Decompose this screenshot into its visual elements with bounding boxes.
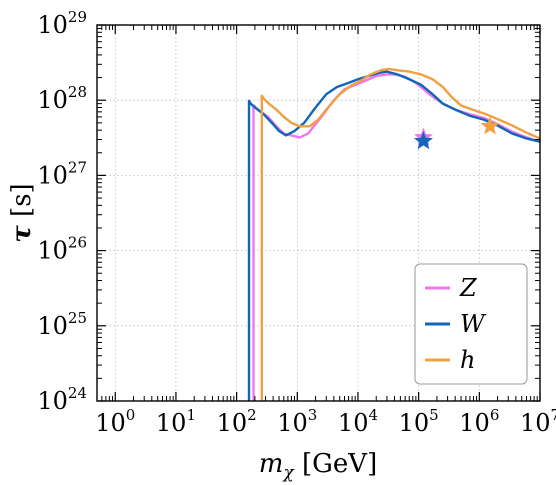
legend-box xyxy=(414,263,528,385)
legend-label-w: W xyxy=(460,310,487,338)
legend-label-h: h xyxy=(460,346,475,374)
x-tick-label: 103 xyxy=(277,406,317,437)
ticks xyxy=(96,24,541,402)
x-tick-labels: 100 101 102 103 104 105 106 107 xyxy=(95,406,556,437)
x-tick-label: 106 xyxy=(459,406,499,437)
series-layer xyxy=(247,67,541,401)
legend: ZWh xyxy=(414,263,528,385)
series-line-w xyxy=(247,70,541,401)
y-tick-label: 1025 xyxy=(37,309,87,340)
x-axis-label: mχ [GeV] xyxy=(259,449,377,483)
x-tick-label: 105 xyxy=(399,406,439,437)
y-tick-label: 1029 xyxy=(37,8,87,39)
x-tick-label: 102 xyxy=(217,406,257,437)
x-tick-label: 107 xyxy=(520,406,556,437)
marker-layer xyxy=(413,116,500,150)
x-tick-label: 100 xyxy=(95,406,135,437)
x-tick-label: 101 xyxy=(156,406,196,437)
star-marker-h xyxy=(480,116,500,135)
legend-label-z: Z xyxy=(459,274,478,302)
y-tick-label: 1028 xyxy=(37,83,87,114)
star-marker-w xyxy=(413,131,433,150)
x-tick-label: 104 xyxy=(338,406,378,437)
y-axis-label: τ [s] xyxy=(7,183,37,242)
legend-items: ZWh xyxy=(425,274,487,374)
plot-frame xyxy=(96,24,541,402)
series-line-h xyxy=(260,67,541,401)
y-tick-label: 1026 xyxy=(37,234,87,265)
y-tick-labels: 1024 1025 1026 1027 1028 1029 xyxy=(37,8,87,415)
y-tick-label: 1024 xyxy=(37,384,87,415)
y-tick-label: 1027 xyxy=(37,158,87,189)
